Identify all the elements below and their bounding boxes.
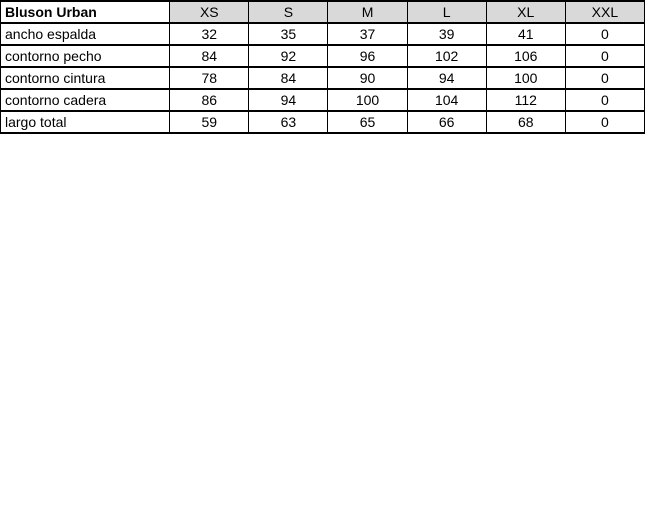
table-row: ancho espalda 32 35 37 39 41 0 (0, 22, 646, 46)
measurement-value-cell: 0 (564, 110, 646, 134)
measurement-value-cell: 41 (485, 22, 566, 46)
measurement-value-cell: 32 (169, 22, 250, 46)
sheet-area: Bluson Urban XS S M L XL XXL ancho espalda 32 3… (0, 0, 646, 134)
size-chart-table: Bluson Urban XS S M L XL XXL ancho espalda 32 3… (0, 0, 646, 134)
measurement-value-cell: 86 (169, 88, 250, 112)
size-header-cell: M (327, 0, 408, 24)
size-header-cell: XXL (564, 0, 646, 24)
measurement-value-cell: 100 (485, 66, 566, 90)
measurement-label-cell: ancho espalda (0, 22, 171, 46)
measurement-label-cell: contorno pecho (0, 44, 171, 68)
measurement-value-cell: 90 (327, 66, 408, 90)
measurement-value-cell: 35 (248, 22, 329, 46)
size-header-cell: S (248, 0, 329, 24)
measurement-value-cell: 96 (327, 44, 408, 68)
measurement-label-cell: largo total (0, 110, 171, 134)
measurement-value-cell: 104 (406, 88, 487, 112)
table-header: Bluson Urban XS S M L XL XXL (0, 0, 646, 24)
measurement-value-cell: 102 (406, 44, 487, 68)
measurement-value-cell: 0 (564, 66, 646, 90)
measurement-value-cell: 63 (248, 110, 329, 134)
size-header-cell: XS (169, 0, 250, 24)
measurement-value-cell: 100 (327, 88, 408, 112)
measurement-value-cell: 68 (485, 110, 566, 134)
measurement-value-cell: 92 (248, 44, 329, 68)
table-row: contorno cadera 86 94 100 104 112 0 (0, 88, 646, 112)
table-body: ancho espalda 32 35 37 39 41 0 contorno pecho 84… (0, 22, 646, 134)
measurement-label-cell: contorno cintura (0, 66, 171, 90)
table-row: largo total 59 63 65 66 68 0 (0, 110, 646, 134)
measurement-value-cell: 94 (248, 88, 329, 112)
measurement-value-cell: 37 (327, 22, 408, 46)
size-header-cell: XL (485, 0, 566, 24)
measurement-value-cell: 106 (485, 44, 566, 68)
measurement-value-cell: 65 (327, 110, 408, 134)
measurement-value-cell: 84 (169, 44, 250, 68)
measurement-value-cell: 0 (564, 88, 646, 112)
measurement-value-cell: 94 (406, 66, 487, 90)
measurement-value-cell: 112 (485, 88, 566, 112)
measurement-value-cell: 0 (564, 44, 646, 68)
table-row: contorno pecho 84 92 96 102 106 0 (0, 44, 646, 68)
measurement-value-cell: 84 (248, 66, 329, 90)
measurement-value-cell: 78 (169, 66, 250, 90)
table-row: contorno cintura 78 84 90 94 100 0 (0, 66, 646, 90)
measurement-value-cell: 0 (564, 22, 646, 46)
header-row: Bluson Urban XS S M L XL XXL (0, 0, 646, 24)
measurement-value-cell: 59 (169, 110, 250, 134)
measurement-label-cell: contorno cadera (0, 88, 171, 112)
measurement-value-cell: 39 (406, 22, 487, 46)
table-title-cell: Bluson Urban (0, 0, 171, 24)
size-header-cell: L (406, 0, 487, 24)
measurement-value-cell: 66 (406, 110, 487, 134)
